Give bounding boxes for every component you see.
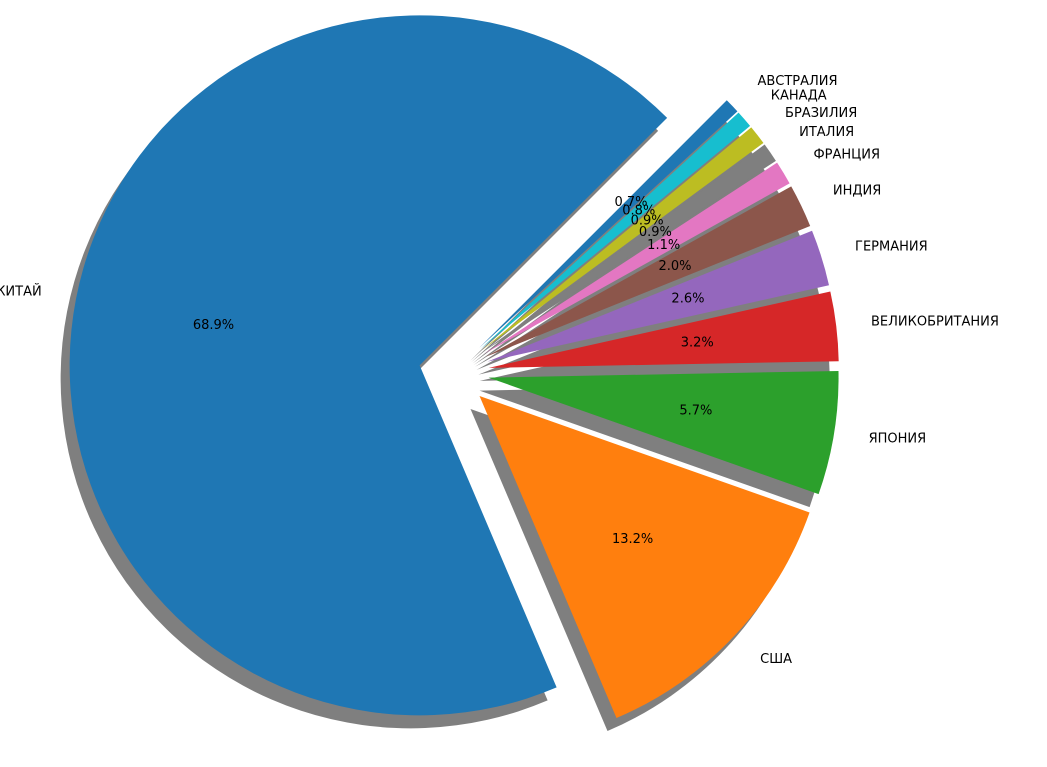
pie-wedge-3 <box>488 370 839 495</box>
category-label-4: ВЕЛИКОБРИТАНИЯ <box>871 314 999 329</box>
pie-wedge-10 <box>480 112 751 350</box>
category-label-2: США <box>760 652 792 667</box>
category-label-1: КИТАЙ <box>0 284 42 300</box>
category-label-9: БРАЗИЛИЯ <box>785 106 857 121</box>
pie-wedge-6 <box>485 186 811 357</box>
percent-label-10: 0.8% <box>622 204 655 219</box>
category-label-10: КАНАДА <box>771 89 827 104</box>
pie-wedge-7 <box>483 162 790 354</box>
category-label-5: ГЕРМАНИЯ <box>855 240 928 255</box>
percent-label-7: 1.1% <box>647 238 680 253</box>
pie-wedge-1 <box>69 15 668 716</box>
percent-label-9: 0.9% <box>631 214 664 229</box>
pie-wedge-9 <box>481 127 764 351</box>
percent-label-2: 13.2% <box>612 532 653 547</box>
percent-label-1: 68.9% <box>193 318 234 333</box>
percent-label-6: 2.0% <box>659 259 692 274</box>
category-label-8: ИТАЛИЯ <box>799 125 854 140</box>
pie-wedge-8 <box>482 144 776 353</box>
label-layer: КИТАЙ 68.9% США 13.2% ЯПОНИЯ 5.7% ВЕЛИКОБРИТАН… <box>0 74 999 667</box>
category-label-3: ЯПОНИЯ <box>869 432 927 447</box>
category-label-6: ИНДИЯ <box>833 183 881 198</box>
percent-label-11: 0.7% <box>614 195 647 210</box>
percent-label-3: 5.7% <box>679 404 712 419</box>
pie-wedge-4 <box>488 291 839 368</box>
category-label-11: АВСТРАЛИЯ <box>757 74 837 89</box>
pie-wedge-11 <box>479 100 738 348</box>
pie-wedge-2 <box>479 395 810 719</box>
wedge-layer <box>69 15 839 719</box>
percent-label-8: 0.9% <box>639 225 672 240</box>
percent-label-4: 3.2% <box>681 335 714 350</box>
category-label-7: ФРАНЦИЯ <box>813 147 880 162</box>
percent-label-5: 2.6% <box>671 292 704 307</box>
pie-wedge-5 <box>487 230 829 362</box>
